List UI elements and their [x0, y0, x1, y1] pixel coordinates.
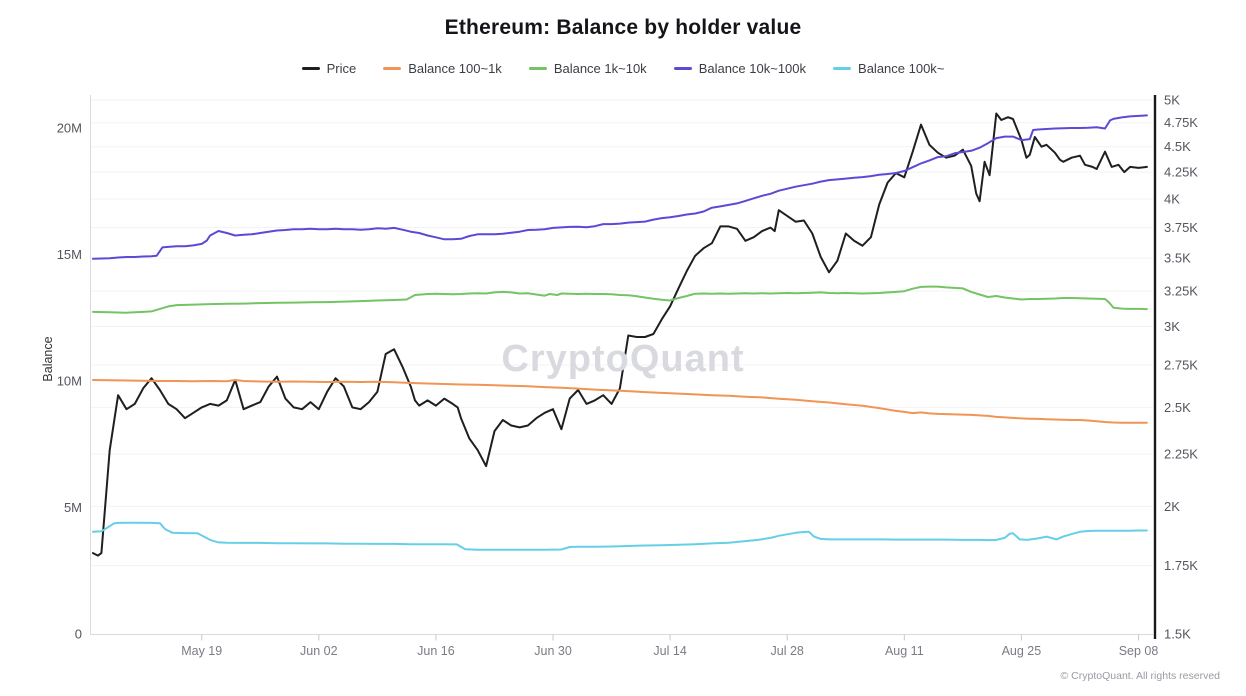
- left-axis-tick-label: 0: [75, 627, 82, 642]
- x-axis-tick-label: Jun 02: [300, 644, 338, 658]
- left-axis-title: Balance: [41, 336, 55, 382]
- series-line-price[interactable]: [92, 112, 1148, 557]
- left-axis-tick-label: 20M: [57, 121, 82, 136]
- right-axis-tick-label: 2.5K: [1164, 400, 1191, 415]
- right-axis-tick-label: 3K: [1164, 319, 1180, 334]
- x-axis-tick-label: Aug 11: [885, 644, 924, 658]
- legend-item-price[interactable]: Price: [301, 61, 357, 76]
- right-axis-tick-label: 1.5K: [1164, 626, 1191, 641]
- right-axis-tick-label: 2K: [1164, 499, 1180, 514]
- legend-item-label: Balance 100~1k: [408, 61, 502, 76]
- legend-item-label: Balance 100k~: [858, 61, 945, 76]
- series-line-balance-10k-100k[interactable]: [92, 114, 1148, 260]
- series-line-balance-100k[interactable]: [92, 521, 1148, 551]
- legend-dash-icon: [383, 67, 402, 70]
- legend-dash-icon: [528, 67, 547, 70]
- copyright-note: © CryptoQuant. All rights reserved: [1060, 670, 1220, 682]
- x-axis-tick-label: Jun 30: [534, 644, 572, 658]
- legend-item-balance-1k-10k[interactable]: Balance 1k~10k: [528, 61, 647, 76]
- series-line-balance-1k-10k[interactable]: [92, 285, 1148, 314]
- right-axis-tick-label: 2.75K: [1164, 358, 1198, 373]
- x-axis-tick-label: Jun 16: [417, 644, 455, 658]
- left-axis-tick-label: 10M: [57, 374, 82, 389]
- right-axis-tick-label: 3.75K: [1164, 220, 1198, 235]
- right-axis-tick-label: 3.5K: [1164, 251, 1191, 266]
- legend-item-balance-10k-100k[interactable]: Balance 10k~100k: [673, 61, 807, 76]
- chart-title: Ethereum: Balance by holder value: [444, 16, 802, 39]
- x-axis-tick-label: Aug 25: [1002, 644, 1042, 658]
- right-axis-tick-label: 5K: [1164, 93, 1180, 108]
- right-axis-tick-label: 4.25K: [1164, 165, 1198, 180]
- right-axis-tick-label: 4.5K: [1164, 139, 1191, 154]
- x-axis-tick-label: Jul 28: [771, 644, 804, 658]
- legend: Price Balance 100~1k Balance 1k~10k Balance…: [0, 61, 1246, 76]
- legend-item-label: Balance 1k~10k: [553, 61, 647, 76]
- right-axis-tick-label: 1.75K: [1164, 558, 1198, 573]
- x-axis-tick-label: May 19: [181, 644, 222, 658]
- legend-item-label: Balance 10k~100k: [698, 61, 807, 76]
- left-axis-tick-label: 5M: [64, 500, 82, 515]
- legend-dash-icon: [301, 67, 320, 70]
- legend-item-label: Price: [326, 61, 357, 76]
- right-axis-tick-label: 3.25K: [1164, 284, 1198, 299]
- x-axis-tick-label: Sep 08: [1119, 644, 1159, 658]
- legend-dash-icon: [833, 67, 852, 70]
- series-line-balance-100-1k[interactable]: [92, 379, 1148, 424]
- right-axis-tick-label: 4K: [1164, 191, 1180, 206]
- legend-item-balance-100k-[interactable]: Balance 100k~: [833, 61, 944, 76]
- right-axis-tick-label: 2.25K: [1164, 447, 1198, 462]
- legend-dash-icon: [673, 67, 692, 70]
- x-axis-tick-label: Jul 14: [653, 644, 686, 658]
- legend-item-balance-100-1k[interactable]: Balance 100~1k: [383, 61, 502, 76]
- right-axis-tick-label: 4.75K: [1164, 115, 1198, 130]
- left-axis-tick-label: 15M: [57, 247, 82, 262]
